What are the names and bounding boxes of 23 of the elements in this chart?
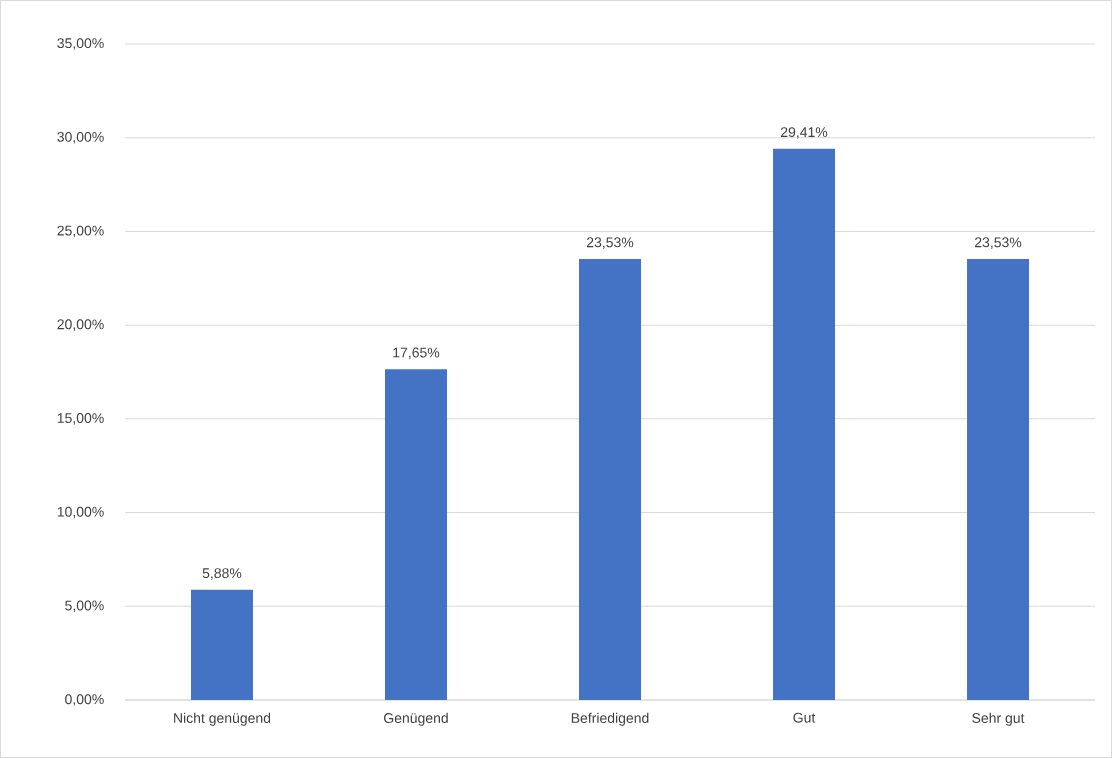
data-label: 5,88%: [202, 568, 242, 580]
y-tick-label: 25,00%: [57, 225, 104, 238]
y-tick-label: 15,00%: [57, 413, 104, 425]
data-label: 17,65%: [393, 347, 440, 360]
data-label: 23,53%: [586, 237, 634, 249]
y-tick-label: 30,00%: [57, 131, 104, 144]
bar: [579, 258, 642, 701]
y-tick-label: 5,00%: [65, 600, 104, 613]
y-tick-label: 10,00%: [57, 506, 104, 519]
x-tick-label: Sehr gut: [972, 712, 1025, 726]
x-tick-label: Nicht genügend: [174, 712, 271, 726]
bar: [385, 369, 447, 701]
bar: [190, 589, 253, 701]
x-tick-label: Befriedigend: [571, 712, 649, 726]
data-label: 29,41%: [780, 127, 828, 139]
bar: [967, 258, 1030, 701]
bar: [773, 148, 836, 701]
x-tick-label: Gut: [793, 712, 816, 723]
x-tick-label: Genügend: [384, 712, 448, 726]
y-tick-label: 0,00%: [65, 694, 104, 706]
y-tick-label: 20,00%: [57, 319, 104, 331]
data-label: 23,53%: [975, 237, 1022, 249]
y-tick-label: 35,00%: [57, 38, 104, 50]
